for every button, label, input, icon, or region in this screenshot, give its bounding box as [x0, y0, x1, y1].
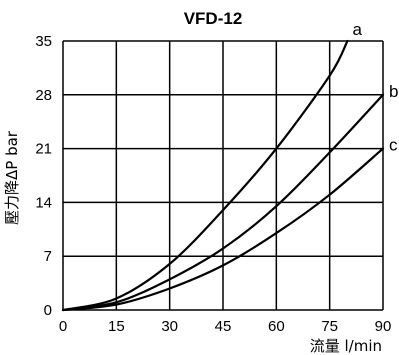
y-tick-label: 35: [35, 33, 52, 50]
series-line-b: [61, 93, 385, 312]
series-label-a: a: [352, 20, 362, 39]
series-label-b: b: [389, 82, 398, 101]
x-tick-label: 75: [321, 318, 338, 335]
grid: [62, 40, 384, 311]
y-tick-label: 7: [44, 248, 52, 265]
chart-title: VFD-12: [184, 9, 243, 28]
series-label-c: c: [389, 136, 398, 155]
x-tick-label: 60: [268, 318, 285, 335]
x-tick-label: 15: [108, 318, 125, 335]
y-axis-label: 壓力降ΔP bar: [3, 130, 21, 225]
x-tick-label: 45: [215, 318, 232, 335]
series-layer: a b c: [61, 20, 398, 312]
x-tick-label: 30: [161, 318, 178, 335]
series-line-c: [61, 147, 385, 312]
x-axis-ticks: 0 15 30 45 60 75 90: [59, 318, 392, 335]
series-line-a: [61, 39, 349, 312]
y-tick-label: 0: [44, 302, 52, 319]
x-tick-label: 0: [59, 318, 67, 335]
x-axis-label: 流量 l/min: [310, 337, 382, 355]
y-tick-label: 14: [35, 194, 52, 211]
y-tick-label: 21: [35, 141, 52, 158]
x-tick-label: 90: [375, 318, 392, 335]
y-axis-ticks: 0 7 14 21 28 35: [35, 33, 52, 319]
y-tick-label: 28: [35, 87, 52, 104]
